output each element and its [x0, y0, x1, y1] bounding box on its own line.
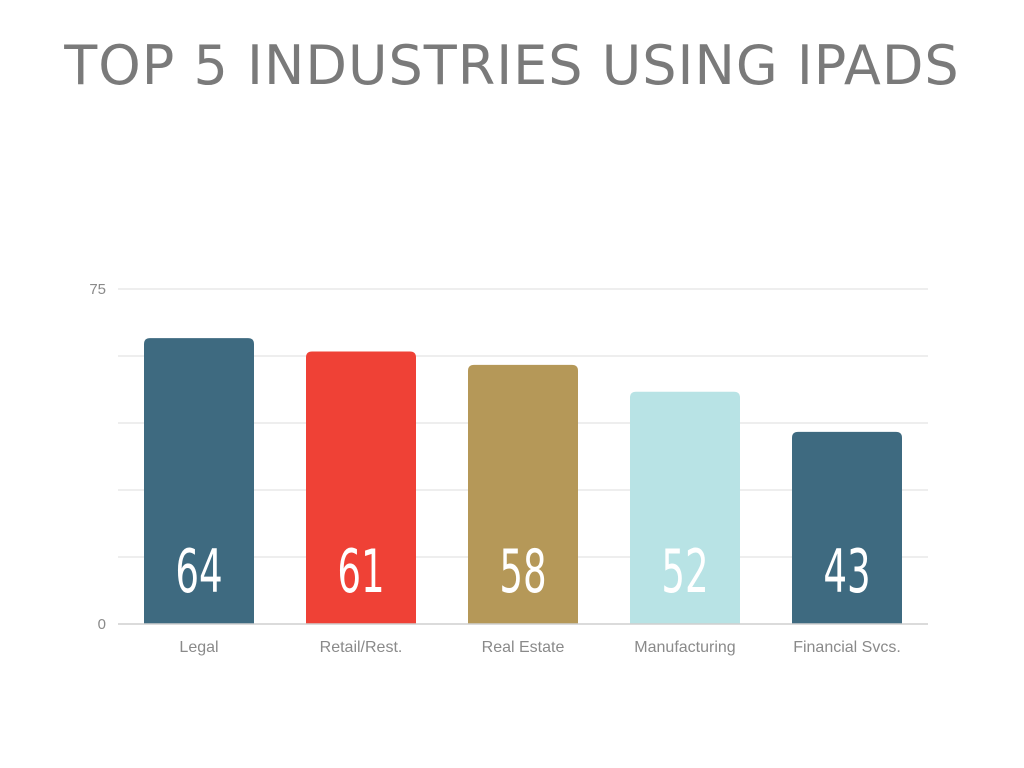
- x-tick-label: Real Estate: [482, 639, 565, 656]
- page-title: TOP 5 INDUSTRIES USING IPADS: [64, 34, 960, 97]
- bar-manufacturing: [630, 391, 740, 624]
- data-labels: 64 61 58 52 43: [175, 537, 870, 607]
- data-label: 43: [823, 537, 870, 607]
- bars: [144, 338, 902, 624]
- x-tick-label: Financial Svcs.: [793, 639, 901, 656]
- data-label: 52: [661, 537, 708, 607]
- x-tick-label: Retail/Rest.: [320, 639, 403, 656]
- data-label: 61: [337, 537, 384, 607]
- x-tick-label: Manufacturing: [634, 639, 735, 656]
- y-tick-label: 75: [89, 281, 106, 298]
- bar-financial-svcs: [792, 431, 902, 624]
- x-axis-ticks: Legal Retail/Rest. Real Estate Manufacturin…: [179, 639, 900, 656]
- y-axis-ticks: 0 75: [89, 281, 106, 633]
- bar-legal: [144, 338, 254, 624]
- data-label: 58: [499, 537, 546, 607]
- bar-retail-rest: [306, 351, 416, 624]
- data-label: 64: [175, 537, 222, 607]
- x-tick-label: Legal: [179, 639, 218, 656]
- bar-real-estate: [468, 364, 578, 624]
- y-tick-label: 0: [98, 616, 106, 633]
